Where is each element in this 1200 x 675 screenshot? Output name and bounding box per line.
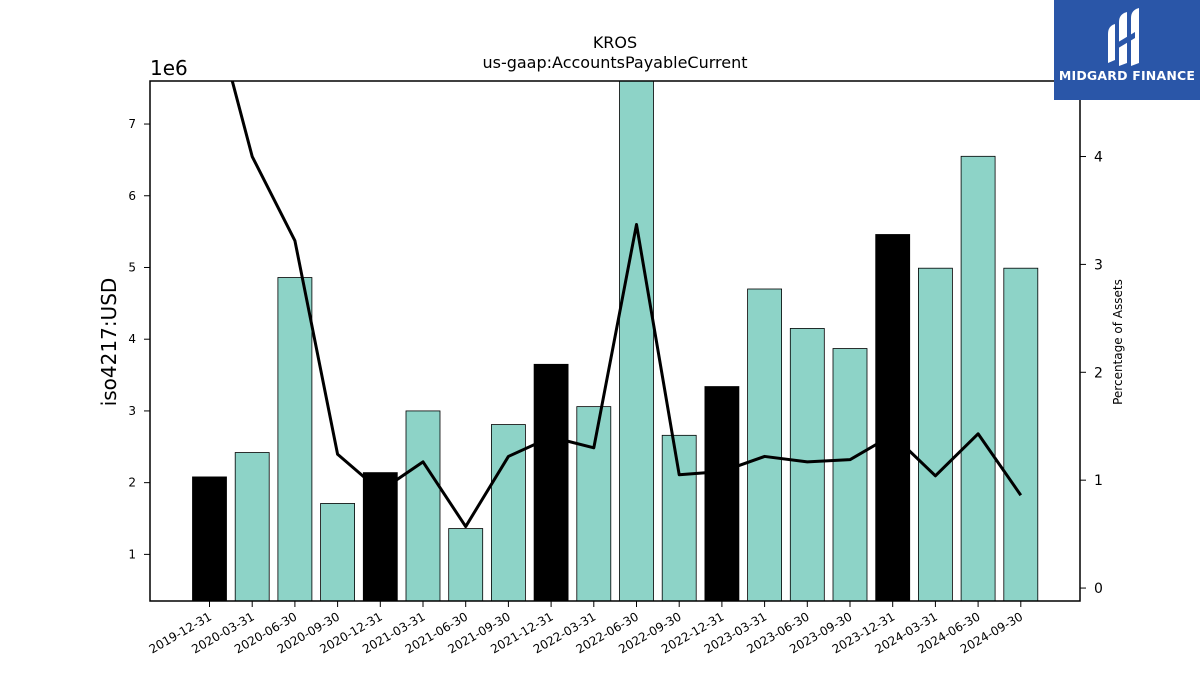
y2-tick-label: 1 — [1094, 473, 1103, 489]
y2-tick-label: 0 — [1094, 581, 1103, 597]
bar-2021-06-30 — [448, 528, 484, 602]
y-tick-label: 1 — [128, 547, 136, 561]
bar-2023-09-30 — [832, 348, 868, 602]
logo: MIDGARD FINANCE — [1054, 0, 1200, 100]
y2-tick-label: 2 — [1094, 365, 1103, 381]
y-tick-label: 6 — [128, 189, 136, 203]
bar-2019-12-31 — [192, 476, 227, 602]
y-offset-label: 1e6 — [150, 56, 188, 80]
y-tick-label: 5 — [128, 260, 136, 274]
bar-2020-12-31 — [362, 472, 398, 602]
bar-2024-09-30 — [1003, 267, 1039, 602]
bar-2023-06-30 — [789, 328, 825, 602]
logo-mark-icon — [1108, 8, 1139, 66]
bar-2022-09-30 — [661, 434, 697, 602]
bar-2022-12-31 — [704, 386, 740, 602]
y2-tick-label: 3 — [1094, 257, 1103, 273]
y2-tick-label: 4 — [1094, 150, 1103, 166]
y-axis-label: iso4217:USD — [97, 278, 121, 407]
logo-text: MIDGARD FINANCE — [1058, 68, 1196, 83]
chart-subtitle: us-gaap:AccountsPayableCurrent — [482, 53, 747, 72]
bar-2024-06-30 — [960, 155, 996, 602]
bar-2022-06-30 — [619, 80, 654, 602]
y-tick-label: 3 — [128, 404, 136, 418]
y-tick-label: 4 — [128, 332, 136, 346]
bar-2023-12-31 — [875, 234, 911, 602]
plot-frame — [149, 80, 1081, 602]
bar-2023-03-31 — [747, 288, 782, 602]
bar-2024-03-31 — [918, 267, 953, 602]
bar-2022-03-31 — [576, 406, 612, 602]
y-tick-label: 7 — [128, 117, 136, 131]
bar-2020-09-30 — [320, 503, 356, 602]
y-tick-label: 2 — [128, 476, 136, 490]
y2-axis-label: Percentage of Assets — [1111, 279, 1125, 405]
bar-2021-09-30 — [490, 424, 526, 602]
bar-2020-03-31 — [234, 452, 270, 602]
bar-2021-12-31 — [533, 363, 569, 602]
bar-2021-03-31 — [405, 410, 441, 602]
chart-title: KROS — [593, 33, 637, 52]
percentage-line — [230, 81, 1023, 529]
bar-2020-06-30 — [277, 277, 313, 602]
